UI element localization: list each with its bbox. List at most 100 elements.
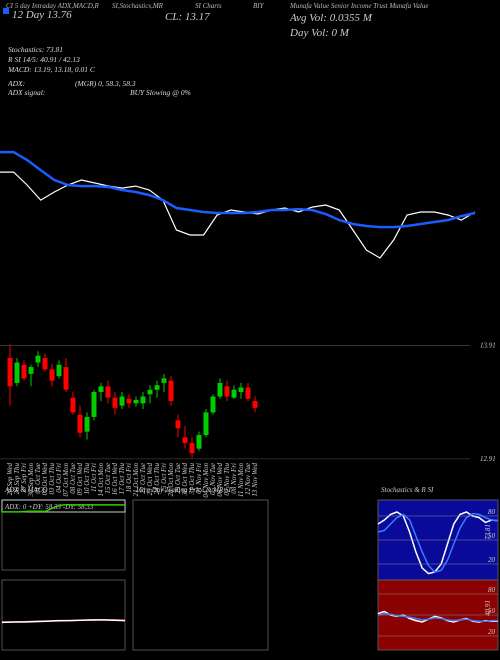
panel bbox=[1, 579, 126, 651]
candle-body bbox=[133, 399, 139, 404]
candle-body bbox=[252, 401, 258, 408]
indicator: Stochastics: 73.81 bbox=[8, 45, 63, 54]
x-tick-label: 22 Oct Tue bbox=[139, 463, 147, 494]
x-tick-label: 31 Oct Thu bbox=[188, 463, 196, 496]
candle-body bbox=[112, 397, 118, 408]
y-tick-label: 50 bbox=[488, 607, 496, 615]
panel-subtitle: ADX: 0 +DY: 58.33 -DY: 58.33 bbox=[4, 503, 94, 511]
x-tick-label: 23 Oct Wed bbox=[146, 463, 154, 496]
x-tick-label: 01 Oct Tue bbox=[34, 463, 42, 494]
annotation: 73.81 bbox=[484, 524, 492, 540]
candle-body bbox=[98, 386, 104, 392]
adx-signal-value: BUY Slowing @ 0% bbox=[130, 88, 191, 97]
candle-body bbox=[84, 416, 90, 432]
x-tick-label: 05 Nov Tue bbox=[209, 463, 217, 495]
candle-body bbox=[196, 435, 202, 449]
candle-body bbox=[182, 437, 188, 443]
x-tick-label: 21 Oct Mon bbox=[132, 463, 140, 497]
panel-title: ADX & MACD bbox=[4, 486, 47, 494]
adx-signal-label: ADX signal: bbox=[8, 88, 46, 97]
title-part: Munafa Value Senior Income Trust Munafa … bbox=[290, 2, 429, 10]
adx-label: ADX: bbox=[8, 79, 26, 88]
x-tick-label: 01 Nov Fri bbox=[195, 463, 203, 494]
candle-body bbox=[91, 392, 97, 417]
candle-body bbox=[105, 386, 111, 398]
candle-body bbox=[154, 385, 160, 390]
x-tick-label: 06 Nov Wed bbox=[216, 463, 224, 497]
x-tick-label: 30 Sep Mon bbox=[27, 463, 35, 498]
series-line bbox=[377, 612, 498, 623]
candle-body bbox=[231, 389, 237, 398]
y-tick-label: 20 bbox=[488, 556, 496, 564]
candle-body bbox=[175, 420, 181, 429]
title-part: CI 5 day Intraday ADX,MACD,R bbox=[6, 2, 99, 10]
x-tick-label: 07 Oct Mon bbox=[62, 463, 70, 497]
avg-vol: Avg Vol: 0.0355 M bbox=[290, 12, 372, 24]
y-tick-label: 80 bbox=[488, 508, 496, 516]
close: CL: 13.17 bbox=[165, 11, 210, 23]
x-tick-label: 25 Sep Wed bbox=[6, 463, 14, 496]
candle-body bbox=[161, 378, 167, 383]
day-price: 12 Day 13.76 bbox=[12, 9, 72, 21]
x-tick-label: 07 Nov Thu bbox=[223, 463, 231, 496]
x-tick-label: 28 Oct Mon bbox=[167, 463, 175, 497]
adx-value: (MGR) 0, 58.3, 58.3 bbox=[75, 79, 136, 88]
candle-body bbox=[217, 382, 223, 397]
series-line bbox=[0, 150, 476, 229]
y-tick-label: 50 bbox=[488, 532, 496, 540]
x-tick-label: 17 Oct Thu bbox=[118, 463, 126, 495]
x-tick-label: 02 Oct Wed bbox=[41, 463, 49, 496]
x-tick-label: 29 Oct Tue bbox=[174, 463, 182, 494]
day-vol: Day Vol: 0 M bbox=[290, 27, 349, 39]
candle-body bbox=[224, 386, 230, 397]
candle-body bbox=[35, 355, 41, 363]
candle-body bbox=[77, 414, 83, 433]
candle-body bbox=[203, 412, 209, 436]
title-part: BIY bbox=[253, 2, 264, 10]
x-tick-label: 14 Oct Mon bbox=[97, 463, 105, 497]
y-tick-label: 12.91 bbox=[480, 455, 496, 463]
y-tick-label: 13.91 bbox=[480, 342, 496, 350]
candle-body bbox=[238, 387, 244, 392]
panel-title: Intra Day Trading Price & MR SI bbox=[135, 486, 232, 494]
series-line bbox=[1, 619, 126, 624]
candle-body bbox=[28, 367, 34, 374]
panel-title: Stochastics & R SI bbox=[381, 486, 434, 494]
series-line bbox=[2, 504, 125, 513]
candle-body bbox=[56, 364, 62, 377]
x-tick-label: 13 Nov Wed bbox=[251, 463, 259, 497]
x-tick-label: 30 Oct Wed bbox=[181, 463, 189, 497]
series-line bbox=[0, 171, 476, 259]
candle-body bbox=[119, 396, 125, 406]
candle-body bbox=[147, 389, 153, 395]
x-tick-label: 15 Oct Tue bbox=[104, 463, 112, 494]
candle-body bbox=[140, 396, 146, 404]
candle-body bbox=[14, 362, 20, 383]
candle-body bbox=[189, 443, 195, 454]
x-tick-label: 11 Oct Fri bbox=[90, 463, 98, 492]
x-tick-label: 04 Oct Fri bbox=[55, 463, 63, 493]
x-tick-label: 09 Oct Wed bbox=[76, 463, 84, 496]
x-tick-label: 08 Oct Tue bbox=[69, 463, 77, 494]
x-tick-label: 03 Oct Thu bbox=[48, 463, 56, 495]
x-tick-label: 25 Oct Fri bbox=[160, 463, 168, 493]
candle-body bbox=[126, 398, 132, 404]
candle-body bbox=[21, 364, 27, 379]
x-tick-label: 12 Nov Tue bbox=[244, 463, 252, 495]
x-tick-label: 16 Oct Wed bbox=[111, 463, 119, 496]
y-tick-label: 20 bbox=[488, 628, 496, 636]
candle-body bbox=[7, 358, 13, 387]
title-part: SI Charts bbox=[195, 2, 222, 10]
indicator: MACD: 13.19, 13.18, 0.01 C bbox=[8, 65, 95, 74]
annotation: 40.91 bbox=[484, 600, 492, 616]
x-tick-label: 11 Nov Mon bbox=[237, 463, 245, 498]
x-tick-label: 24 Oct Thu bbox=[153, 463, 161, 495]
x-tick-label: 18 Oct Fri bbox=[125, 463, 133, 493]
indicator: R SI 14/5: 40.91 / 42.13 bbox=[8, 55, 80, 64]
y-tick-label: 80 bbox=[488, 586, 496, 594]
x-tick-label: 04 Nov Mon bbox=[202, 463, 210, 498]
x-tick-label: 27 Sep Fri bbox=[20, 463, 28, 493]
